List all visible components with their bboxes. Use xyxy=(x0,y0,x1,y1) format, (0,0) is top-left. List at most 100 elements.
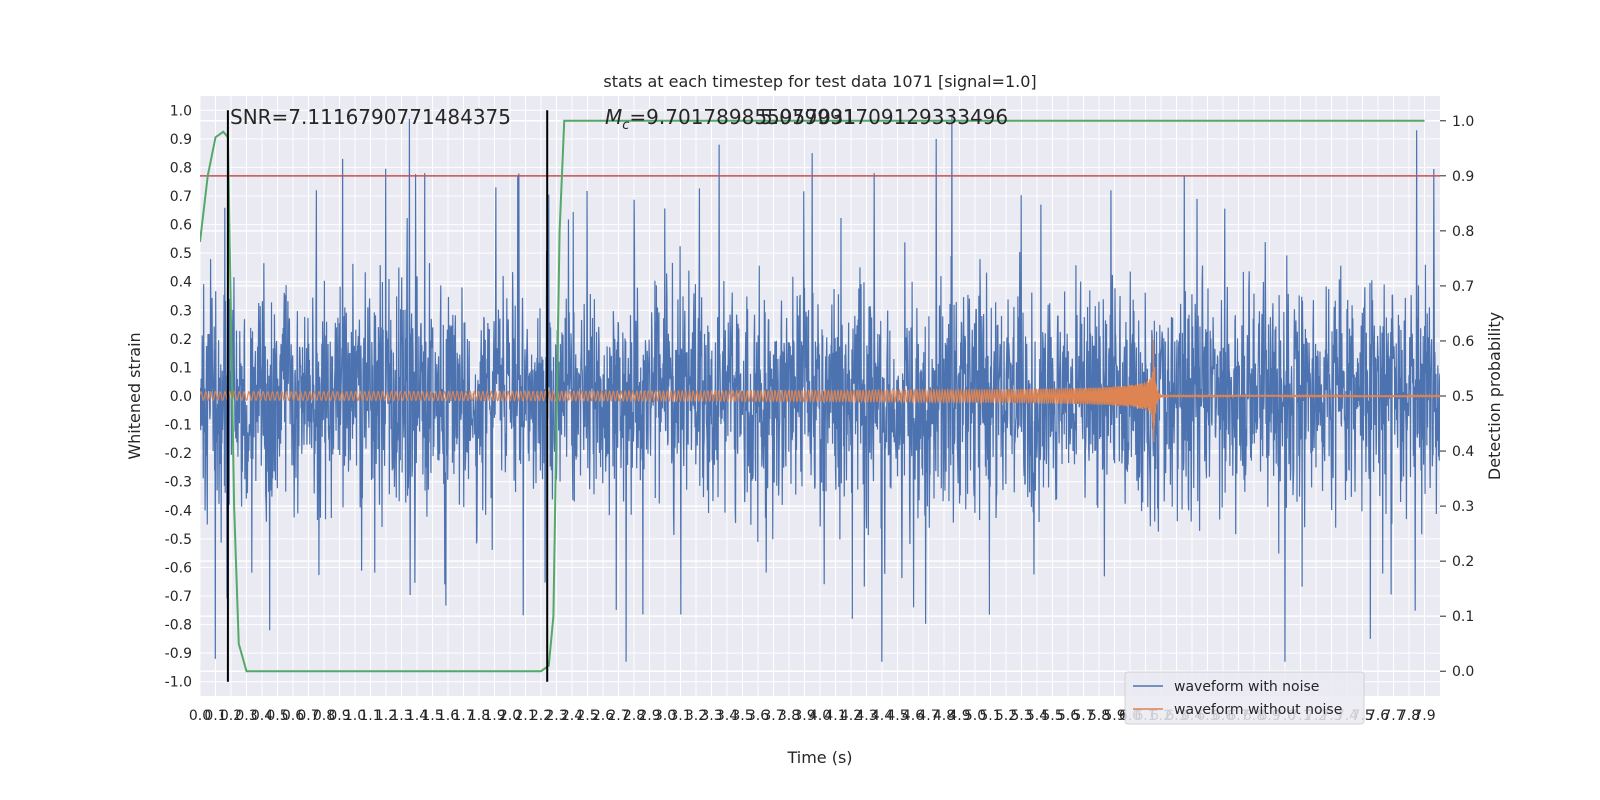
y-tick-label-11: 0.1 xyxy=(170,360,192,376)
x-tick-label-2: 0.2 xyxy=(220,708,242,724)
x-tick-label-44: 4.4 xyxy=(871,708,893,724)
y-tick-label-4: -0.6 xyxy=(165,560,192,576)
y-tick-label-15: 0.5 xyxy=(170,246,192,262)
x-tick-label-54: 5.4 xyxy=(1026,708,1048,724)
x-tick-label-30: 3.0 xyxy=(654,708,676,724)
x-tick-label-49: 4.9 xyxy=(948,708,970,724)
x-tick-label-26: 2.6 xyxy=(592,708,614,724)
y2-tick-label-1: 0.1 xyxy=(1452,609,1474,625)
legend-label-noise: waveform with noise xyxy=(1174,679,1319,695)
x-tick-label-77: 7.7 xyxy=(1382,708,1404,724)
chirp-mass-value: =9.701789855957031 xyxy=(629,105,856,129)
x-tick-label-4: 0.4 xyxy=(251,708,273,724)
chirp-mass-symbol: M xyxy=(605,105,622,129)
x-tick-label-47: 4.7 xyxy=(917,708,939,724)
x-tick-label-10: 1.0 xyxy=(344,708,366,724)
x-tick-label-12: 1.2 xyxy=(375,708,397,724)
y-axis-ticks: -1.0 -0.9 -0.8 -0.7 -0.6 -0.5 -0.4 -0.3 -0.2 -0.1… xyxy=(165,103,192,690)
y2-tick-label-9: 0.9 xyxy=(1452,169,1474,185)
x-tick-label-22: 2.2 xyxy=(530,708,552,724)
x-tick-label-51: 5.1 xyxy=(979,708,1001,724)
x-tick-label-16: 1.6 xyxy=(437,708,459,724)
x-tick-label-8: 0.8 xyxy=(313,708,335,724)
chirp-mass-annotation: Mc=9.701789855957031 xyxy=(605,105,856,133)
x-tick-label-19: 1.9 xyxy=(483,708,505,724)
y2-axis-ticks: 0.0 0.1 0.2 0.3 0.4 0.5 0.6 0.7 0.8 0.9 1.0 xyxy=(1440,114,1474,680)
x-tick-label-1: 0.1 xyxy=(204,708,226,724)
x-tick-label-38: 3.8 xyxy=(778,708,800,724)
x-tick-label-41: 4.1 xyxy=(824,708,846,724)
x-tick-label-5: 0.5 xyxy=(266,708,288,724)
x-tick-label-46: 4.6 xyxy=(902,708,924,724)
legend-box xyxy=(1124,671,1365,725)
y-tick-label-16: 0.6 xyxy=(170,218,192,234)
x-tick-label-37: 3.7 xyxy=(762,708,784,724)
y-tick-label-12: 0.2 xyxy=(170,332,192,348)
x-tick-label-11: 1.1 xyxy=(359,708,381,724)
series-waveform-with-noise xyxy=(200,115,1440,662)
y-tick-label-5: -0.5 xyxy=(165,532,192,548)
x-tick-label-6: 0.6 xyxy=(282,708,304,724)
x-tick-label-23: 2.3 xyxy=(545,708,567,724)
x-tick-label-79: 7.9 xyxy=(1413,708,1435,724)
x-tick-label-76: 7.6 xyxy=(1367,708,1389,724)
x-tick-label-39: 3.9 xyxy=(793,708,815,724)
y-tick-label-17: 0.7 xyxy=(170,189,192,205)
x-tick-label-32: 3.2 xyxy=(685,708,707,724)
y2-tick-label-10: 1.0 xyxy=(1452,114,1474,130)
legend: waveform with noise waveform without noi… xyxy=(1124,671,1365,725)
y2-tick-label-6: 0.6 xyxy=(1452,334,1474,350)
y-tick-label-18: 0.8 xyxy=(170,160,192,176)
y2-tick-label-4: 0.4 xyxy=(1452,444,1474,460)
x-tick-label-9: 0.9 xyxy=(328,708,350,724)
x-tick-label-29: 2.9 xyxy=(638,708,660,724)
y-tick-label-13: 0.3 xyxy=(170,303,192,319)
x-tick-label-25: 2.5 xyxy=(576,708,598,724)
x-tick-label-13: 1.3 xyxy=(390,708,412,724)
y-tick-label-3: -0.7 xyxy=(165,589,192,605)
x-tick-label-7: 0.7 xyxy=(297,708,319,724)
y-tick-label-1: -0.9 xyxy=(165,646,192,662)
legend-label-no-noise: waveform without noise xyxy=(1174,702,1342,718)
y-axis-label: Whitened strain xyxy=(125,332,144,459)
x-tick-label-52: 5.2 xyxy=(995,708,1017,724)
x-tick-label-33: 3.3 xyxy=(700,708,722,724)
x-tick-label-50: 5.0 xyxy=(964,708,986,724)
event-markers xyxy=(226,110,549,682)
x-tick-label-20: 2.0 xyxy=(499,708,521,724)
y2-tick-label-0: 0.0 xyxy=(1452,664,1474,680)
x-tick-label-55: 5.5 xyxy=(1041,708,1063,724)
y-tick-label-20: 1.0 xyxy=(170,103,192,119)
y-tick-label-14: 0.4 xyxy=(170,275,192,291)
x-tick-label-42: 4.2 xyxy=(840,708,862,724)
x-tick-label-3: 0.3 xyxy=(235,708,257,724)
x-tick-label-78: 7.8 xyxy=(1398,708,1420,724)
x-tick-label-28: 2.8 xyxy=(623,708,645,724)
x-tick-label-27: 2.7 xyxy=(607,708,629,724)
x-tick-label-34: 3.4 xyxy=(716,708,738,724)
y-tick-label-10: 0.0 xyxy=(170,389,192,405)
x-tick-label-24: 2.4 xyxy=(561,708,583,724)
y2-tick-label-8: 0.8 xyxy=(1452,224,1474,240)
overlap-annotation: 5.079991709129333496 xyxy=(760,105,1008,129)
y2-tick-label-3: 0.3 xyxy=(1452,499,1474,515)
x-tick-label-45: 4.5 xyxy=(886,708,908,724)
snr-annotation: SNR=7.1116790771484375 xyxy=(230,105,511,129)
x-tick-label-31: 3.1 xyxy=(669,708,691,724)
x-tick-label-58: 5.8 xyxy=(1088,708,1110,724)
y-tick-label-9: -0.1 xyxy=(165,418,192,434)
y-tick-label-2: -0.8 xyxy=(165,618,192,634)
x-tick-label-35: 3.5 xyxy=(731,708,753,724)
x-axis-label: Time (s) xyxy=(786,748,852,767)
y2-tick-label-7: 0.7 xyxy=(1452,279,1474,295)
x-tick-label-36: 3.6 xyxy=(747,708,769,724)
x-tick-label-59: 5.9 xyxy=(1103,708,1125,724)
x-tick-label-17: 1.7 xyxy=(452,708,474,724)
x-tick-label-18: 1.8 xyxy=(468,708,490,724)
x-tick-label-56: 5.6 xyxy=(1057,708,1079,724)
x-tick-label-40: 4.0 xyxy=(809,708,831,724)
y-tick-label-8: -0.2 xyxy=(165,446,192,462)
x-tick-label-57: 5.7 xyxy=(1072,708,1094,724)
y-tick-label-19: 0.9 xyxy=(170,132,192,148)
